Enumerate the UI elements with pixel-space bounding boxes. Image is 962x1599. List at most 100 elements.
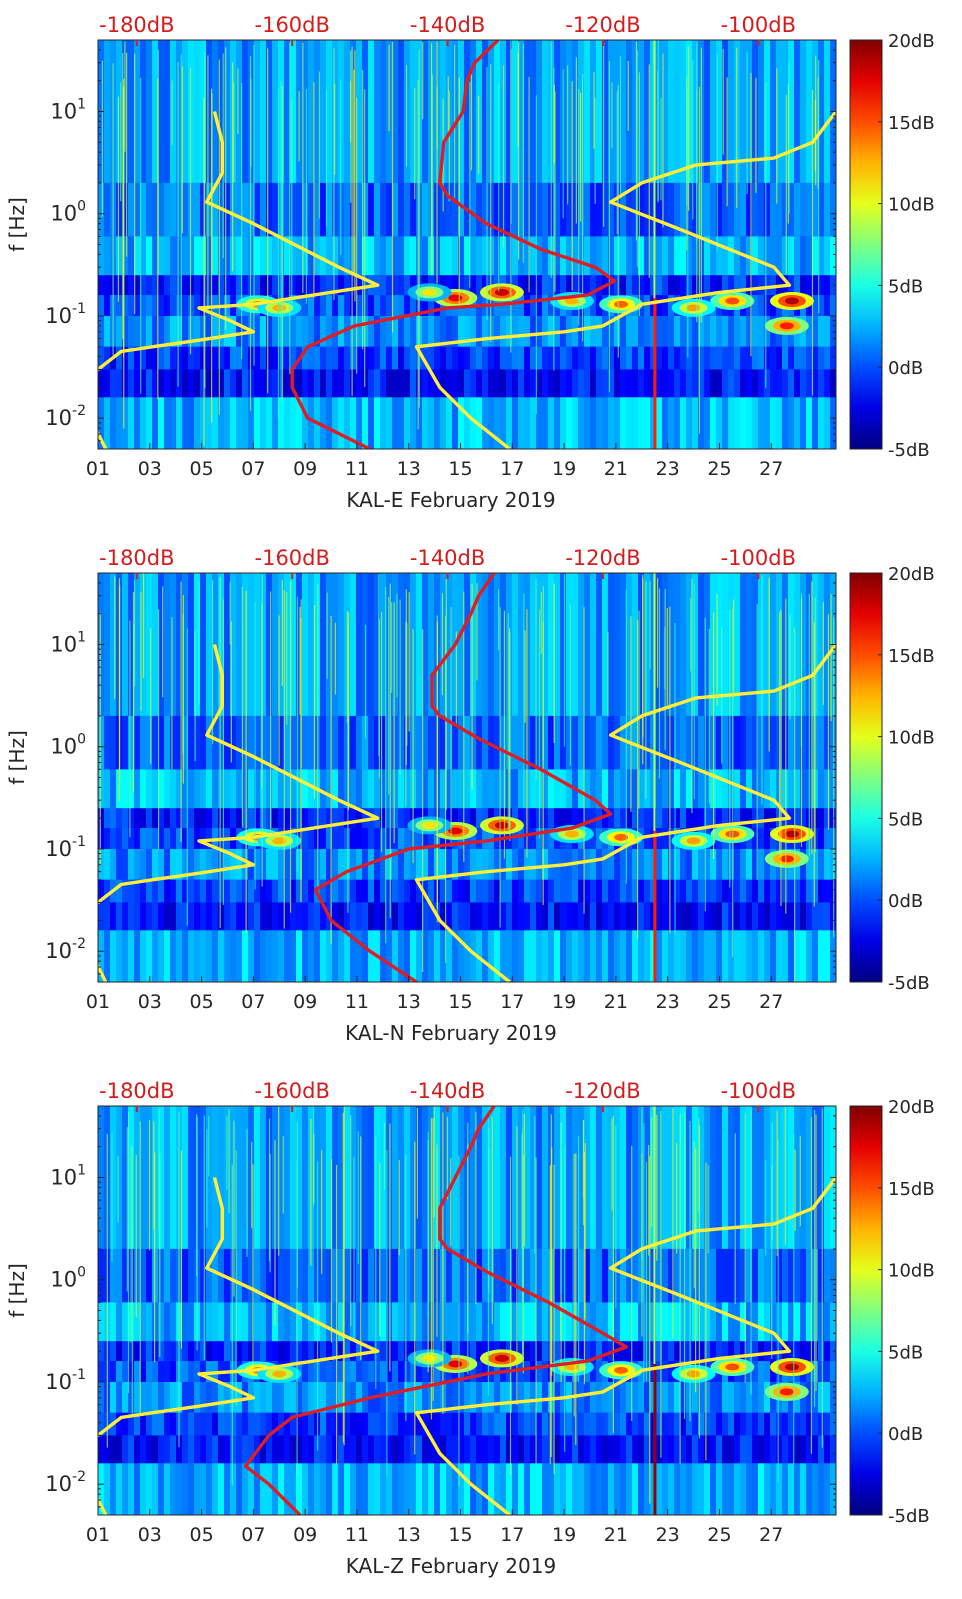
- x-tick-label: 27: [759, 1524, 783, 1546]
- y-tick-label: 101: [50, 629, 86, 656]
- spectrogram-panel-kal-n: 01 03 05 07 09 11 13 15 17 19 21 23 25 27 KAL-N Februa…: [0, 533, 962, 1066]
- top-db-tick-label: -100dB: [721, 1079, 796, 1103]
- y-tick-label: 100: [50, 732, 86, 759]
- x-tick-label: 23: [656, 991, 680, 1013]
- x-tick-label: 03: [138, 1524, 162, 1546]
- top-db-tick-label: -180dB: [99, 1079, 174, 1103]
- x-tick-label: 07: [241, 458, 265, 480]
- x-tick-label: 03: [138, 458, 162, 480]
- x-tick-label: 19: [552, 1524, 576, 1546]
- x-tick-label: 07: [241, 1524, 265, 1546]
- colorbar-tick-label: 0dB: [888, 358, 923, 379]
- x-tick-label: 11: [345, 991, 369, 1013]
- top-db-tick-label: -160dB: [255, 546, 330, 570]
- y-axis-label: f [Hz]: [5, 730, 29, 785]
- colorbar-tick-label: 20dB: [888, 564, 935, 585]
- top-db-tick-label: -160dB: [255, 1079, 330, 1103]
- y-tick-label: 10-2: [45, 1469, 86, 1496]
- x-tick-label: 15: [448, 991, 472, 1013]
- y-tick-label: 10-2: [45, 403, 86, 430]
- noise-curves: [98, 1106, 836, 1515]
- x-tick-label: 13: [397, 458, 421, 480]
- colorbar-tick-label: -5dB: [888, 973, 930, 994]
- y-tick-label: 10-1: [45, 834, 86, 861]
- yellow-noise-curve-2: [414, 643, 836, 982]
- x-tick-label: 03: [138, 991, 162, 1013]
- x-tick-label: 19: [552, 991, 576, 1013]
- colorbar-tick-label: 20dB: [888, 1097, 935, 1118]
- x-tick-label: 19: [552, 458, 576, 480]
- yellow-noise-curve-1: [98, 644, 380, 982]
- top-db-tick-label: -140dB: [410, 1079, 485, 1103]
- x-tick-label: 09: [293, 1524, 317, 1546]
- x-tick-label: 09: [293, 458, 317, 480]
- y-tick-label: 101: [50, 1162, 86, 1189]
- spectrogram-panel-kal-z: 01 03 05 07 09 11 13 15 17 19 21 23 25 27 KAL-Z Februa…: [0, 1066, 962, 1599]
- y-tick-label: 101: [50, 96, 86, 123]
- spectrogram-panel-kal-e: 01 03 05 07 09 11 13 15 17 19 21 23 25 27 KAL-E Februa…: [0, 0, 962, 533]
- x-tick-label: 15: [448, 458, 472, 480]
- yellow-noise-curve-1: [98, 1177, 380, 1515]
- colorbar-tick-label: 5dB: [888, 276, 923, 297]
- x-tick-label: 17: [500, 991, 524, 1013]
- x-tick-label: 07: [241, 991, 265, 1013]
- y-tick-label: 10-1: [45, 1367, 86, 1394]
- spectrogram-image: [98, 573, 836, 982]
- x-tick-label: 05: [189, 458, 213, 480]
- colorbar-tick-label: 5dB: [888, 809, 923, 830]
- x-tick-label: 25: [707, 991, 731, 1013]
- y-axis-label: f [Hz]: [5, 197, 29, 252]
- yellow-noise-curve-2: [414, 1176, 836, 1515]
- colorbar: [849, 1105, 883, 1516]
- x-tick-label: 01: [86, 458, 110, 480]
- x-tick-label: 09: [293, 991, 317, 1013]
- top-db-tick-label: -160dB: [255, 13, 330, 37]
- noise-curves: [98, 573, 836, 982]
- spectrogram-image: [98, 1106, 836, 1515]
- x-tick-label: 15: [448, 1524, 472, 1546]
- red-noise-curve-0: [243, 1106, 628, 1515]
- x-tick-label: 11: [345, 1524, 369, 1546]
- colorbar-tick-label: 10dB: [888, 728, 935, 749]
- top-db-tick-label: -120dB: [565, 13, 640, 37]
- top-db-tick-label: -140dB: [410, 13, 485, 37]
- x-tick-label: 05: [189, 991, 213, 1013]
- x-axis-label: KAL-N February 2019: [345, 1021, 557, 1045]
- x-tick-label: 11: [345, 458, 369, 480]
- spectrogram-chart: 01 03 05 07 09 11 13 15 17 19 21 23 25 27 KAL-N Februa…: [5, 546, 935, 1045]
- x-axis-label: KAL-E February 2019: [346, 488, 555, 512]
- top-db-tick-label: -180dB: [99, 546, 174, 570]
- top-db-tick-label: -100dB: [721, 13, 796, 37]
- colorbar-tick-label: 20dB: [888, 31, 935, 52]
- yellow-noise-curve-2: [414, 110, 836, 449]
- top-db-tick-label: -140dB: [410, 546, 485, 570]
- colorbar-tick-label: 0dB: [888, 891, 923, 912]
- x-tick-label: 21: [604, 1524, 628, 1546]
- x-tick-label: 23: [656, 1524, 680, 1546]
- colorbar: [849, 572, 883, 983]
- top-db-tick-label: -120dB: [565, 546, 640, 570]
- colorbar: [849, 39, 883, 450]
- colorbar-tick-label: -5dB: [888, 1506, 930, 1527]
- x-tick-label: 21: [604, 991, 628, 1013]
- x-tick-label: 27: [759, 991, 783, 1013]
- x-tick-label: 27: [759, 458, 783, 480]
- spectrogram-chart: 01 03 05 07 09 11 13 15 17 19 21 23 25 27 KAL-E Februa…: [5, 13, 935, 512]
- top-db-tick-label: -120dB: [565, 1079, 640, 1103]
- y-tick-label: 10-2: [45, 936, 86, 963]
- top-db-tick-label: -180dB: [99, 13, 174, 37]
- x-tick-label: 17: [500, 1524, 524, 1546]
- x-tick-label: 23: [656, 458, 680, 480]
- x-tick-label: 05: [189, 1524, 213, 1546]
- red-noise-curve-0: [290, 40, 617, 449]
- x-tick-label: 25: [707, 1524, 731, 1546]
- y-tick-label: 100: [50, 1265, 86, 1292]
- colorbar-tick-label: 10dB: [888, 195, 935, 216]
- x-tick-label: 01: [86, 991, 110, 1013]
- x-tick-label: 17: [500, 458, 524, 480]
- colorbar-tick-label: -5dB: [888, 440, 930, 461]
- y-axis-label: f [Hz]: [5, 1263, 29, 1318]
- x-axis-label: KAL-Z February 2019: [346, 1554, 556, 1578]
- colorbar-tick-label: 15dB: [888, 1179, 935, 1200]
